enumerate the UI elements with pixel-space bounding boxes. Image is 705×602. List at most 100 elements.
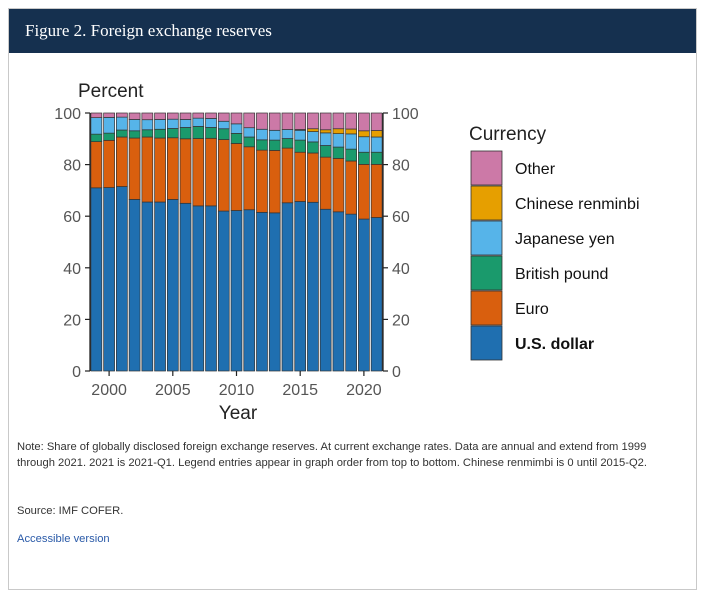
legend-label: Other <box>515 161 556 178</box>
bar-segment-2004-british-pound <box>154 128 166 139</box>
bar-segment-2021-british-pound <box>370 151 383 165</box>
bar-segment-2015-british-pound <box>294 139 307 153</box>
bar-segment-2007-other <box>192 112 205 119</box>
bar-segment-2004-japanese-yen <box>154 119 166 130</box>
bar-segment-2012-japanese-yen <box>256 128 268 141</box>
bar-segment-2012-u-s-dollar <box>256 211 268 372</box>
bar-segment-1999-u-s-dollar <box>90 187 103 372</box>
bar-segment-2000-other <box>103 112 115 118</box>
legend-title: Currency <box>469 124 547 145</box>
bar-segment-2001-other <box>116 112 128 118</box>
bar-segment-2002-japanese-yen <box>128 119 141 132</box>
bar-segment-2018-japanese-yen <box>332 133 345 148</box>
x-tick-label: 2010 <box>219 382 255 399</box>
bar-segment-2000-japanese-yen <box>103 117 115 134</box>
bar-segment-2003-other <box>141 112 154 121</box>
legend-swatch <box>470 290 503 326</box>
bar-segment-2007-euro <box>192 138 205 207</box>
bar-segment-2016-japanese-yen <box>307 131 319 143</box>
bar-segment-2008-euro <box>205 137 217 207</box>
bar-segment-2011-euro <box>243 146 256 211</box>
legend-swatch <box>470 255 503 291</box>
bar-segment-2018-euro <box>332 158 345 213</box>
x-tick-label: 2000 <box>91 382 127 399</box>
bar-segment-2010-u-s-dollar <box>230 210 243 372</box>
figure-header: Figure 2. Foreign exchange reserves <box>9 9 696 53</box>
bar-segment-2019-u-s-dollar <box>345 213 357 372</box>
bar-segment-2017-japanese-yen <box>319 132 332 146</box>
y-tick-label-right: 40 <box>392 261 410 278</box>
legend-label: Euro <box>515 301 549 318</box>
bar-segment-2009-british-pound <box>217 128 230 140</box>
bar-segment-2007-british-pound <box>192 126 205 139</box>
x-axis-label: Year <box>219 403 258 424</box>
bar-segment-2008-japanese-yen <box>205 118 217 128</box>
legend-label: Chinese renminbi <box>515 196 640 213</box>
bar-segment-2012-british-pound <box>256 139 268 151</box>
legend-swatch <box>470 185 503 221</box>
y-tick-label-right: 20 <box>392 312 410 329</box>
bar-segment-2020-u-s-dollar <box>358 218 370 372</box>
bar-segment-2013-euro <box>268 150 281 214</box>
bar-segment-2020-japanese-yen <box>358 136 370 153</box>
bar-segment-2009-japanese-yen <box>217 120 230 130</box>
bar-segment-2011-u-s-dollar <box>243 209 256 372</box>
bar-segment-2011-british-pound <box>243 136 256 148</box>
bar-segment-2001-u-s-dollar <box>116 186 128 372</box>
bar-segment-2021-u-s-dollar <box>370 217 383 372</box>
bar-segment-2013-other <box>268 112 281 131</box>
y-tick-label-left: 60 <box>63 209 81 226</box>
bar-segment-2019-british-pound <box>345 148 357 162</box>
bar-segment-2013-japanese-yen <box>268 129 281 141</box>
y-tick-label-left: 20 <box>63 312 81 329</box>
bar-segment-2006-u-s-dollar <box>179 202 192 372</box>
bar-segment-2004-other <box>154 112 166 120</box>
bar-segment-2019-japanese-yen <box>345 133 357 150</box>
bar-segment-2017-other <box>319 112 332 131</box>
bar-segment-2001-british-pound <box>116 129 128 138</box>
y-tick-label-right: 60 <box>392 209 410 226</box>
legend-label: Japanese yen <box>515 231 615 248</box>
bar-segment-2013-british-pound <box>268 139 281 151</box>
bar-segment-2016-chinese-renminbi <box>307 128 319 132</box>
figure-source: Source: IMF COFER. <box>17 505 124 517</box>
figure-note: Note: Share of globally disclosed foreig… <box>17 441 647 469</box>
bar-segment-2018-u-s-dollar <box>332 211 345 372</box>
bar-segment-2000-british-pound <box>103 132 115 141</box>
bar-segment-2020-british-pound <box>358 151 370 165</box>
bar-segment-2013-u-s-dollar <box>268 212 281 372</box>
x-tick-label: 2005 <box>155 382 191 399</box>
bar-group <box>90 112 383 372</box>
bar-segment-2010-other <box>230 112 243 125</box>
bar-segment-2005-british-pound <box>166 128 179 139</box>
bar-segment-2018-british-pound <box>332 146 345 159</box>
y-axis-label: Percent <box>78 81 144 102</box>
accessible-version-link[interactable]: Accessible version <box>17 533 110 545</box>
bar-segment-2006-other <box>179 112 192 120</box>
bar-segment-2018-other <box>332 112 345 130</box>
bar-segment-2003-japanese-yen <box>141 119 154 131</box>
y-tick-label-left: 40 <box>63 261 81 278</box>
bar-segment-2017-british-pound <box>319 145 332 158</box>
bar-segment-2008-other <box>205 112 217 119</box>
bar-segment-1999-other <box>90 112 103 118</box>
y-tick-label-left: 0 <box>72 364 81 381</box>
bar-segment-2019-chinese-renminbi <box>345 128 357 135</box>
bar-segment-2005-u-s-dollar <box>166 199 179 372</box>
y-tick-label-right: 80 <box>392 158 410 175</box>
bar-segment-2000-euro <box>103 140 115 188</box>
bar-segment-2010-british-pound <box>230 133 243 144</box>
bar-segment-2008-u-s-dollar <box>205 205 217 372</box>
bar-segment-1999-british-pound <box>90 133 103 142</box>
bar-segment-2005-japanese-yen <box>166 118 179 129</box>
bar-segment-2020-euro <box>358 163 370 220</box>
bar-segment-2008-british-pound <box>205 127 217 139</box>
bar-segment-2005-euro <box>166 137 179 200</box>
bar-segment-2015-japanese-yen <box>294 129 307 141</box>
bar-segment-2014-euro <box>281 147 294 204</box>
bar-segment-1999-euro <box>90 141 103 189</box>
bar-segment-2021-other <box>370 112 383 131</box>
bar-segment-2014-british-pound <box>281 138 294 149</box>
